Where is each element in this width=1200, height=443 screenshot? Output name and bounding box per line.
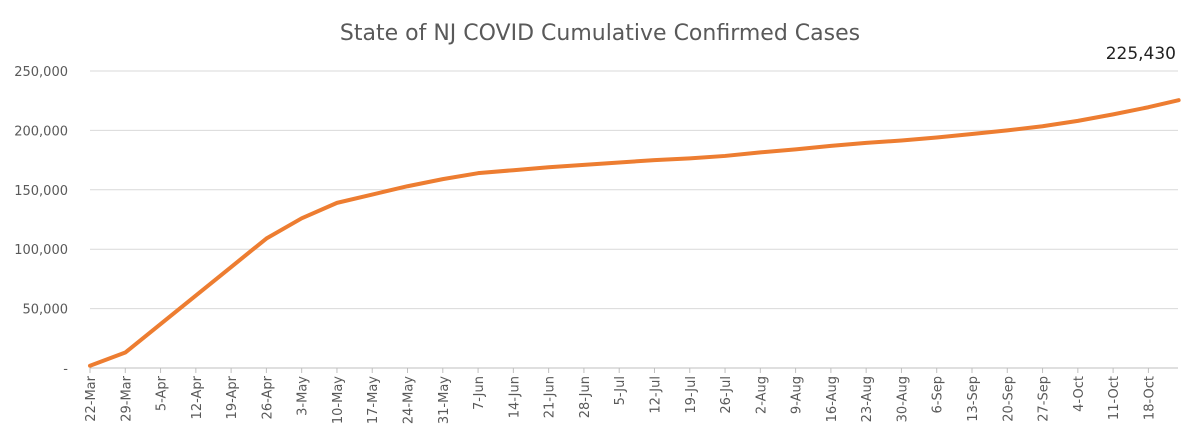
x-tick-label: 13-Sep: [966, 376, 981, 422]
y-tick-label: 200,000: [14, 124, 68, 139]
x-tick-label: 6-Sep: [931, 376, 946, 413]
x-tick-label: 19-Jul: [684, 376, 699, 414]
x-tick-label: 4-Oct: [1072, 376, 1087, 412]
x-tick-label: 26-Jul: [719, 376, 734, 414]
x-tick-label: 10-May: [331, 376, 346, 424]
y-tick-label: 100,000: [14, 243, 68, 258]
x-tick-label: 24-May: [402, 376, 417, 424]
x-tick-label: 12-Jul: [648, 376, 663, 414]
x-tick-label: 29-Mar: [119, 375, 134, 421]
x-tick-label: 20-Sep: [1001, 376, 1016, 422]
x-tick-label: 23-Aug: [860, 376, 875, 422]
y-tick-label: 50,000: [23, 303, 69, 318]
data-label-last: 225,430: [1106, 44, 1176, 64]
x-tick-label: 9-Aug: [790, 376, 805, 414]
x-tick-label: 14-Jun: [507, 376, 522, 418]
x-tick-label: 12-Apr: [190, 375, 205, 419]
x-tick-label: 5-Apr: [155, 375, 170, 411]
gridlines: [90, 70, 1178, 369]
x-tick-label: 19-Apr: [225, 375, 240, 419]
x-tick-label: 26-Apr: [260, 375, 275, 419]
x-tick-label: 7-Jun: [472, 376, 487, 410]
x-tick-label: 21-Jun: [543, 376, 558, 418]
x-tick-label: 31-May: [437, 376, 452, 424]
x-tick-label: 28-Jun: [578, 376, 593, 418]
series: [88, 98, 1181, 368]
x-tick-label: 11-Oct: [1107, 376, 1122, 420]
chart-title: State of NJ COVID Cumulative Confirmed C…: [340, 21, 860, 46]
x-tick-label: 18-Oct: [1142, 376, 1157, 420]
x-axis: 22-Mar 29-Mar 5-Apr 12-Apr 19-Apr 26-Apr 3-May…: [84, 367, 1178, 424]
y-tick-label: 250,000: [14, 65, 68, 80]
x-tick-label: 2-Aug: [754, 376, 769, 414]
y-tick-label: -: [63, 362, 68, 377]
series-line: [88, 98, 1181, 368]
x-tick-label: 16-Aug: [825, 376, 840, 422]
x-tick-label: 27-Sep: [1037, 376, 1052, 422]
x-tick-label: 17-May: [366, 376, 381, 424]
y-axis: - 50,000 100,000 150,000 200,000 250,000: [14, 65, 68, 377]
x-tick-label: 30-Aug: [895, 376, 910, 422]
x-tick-label: 22-Mar: [84, 375, 99, 421]
y-tick-label: 150,000: [14, 184, 68, 199]
x-tick-label: 5-Jul: [613, 376, 628, 405]
x-tick-label: 3-May: [296, 376, 311, 416]
